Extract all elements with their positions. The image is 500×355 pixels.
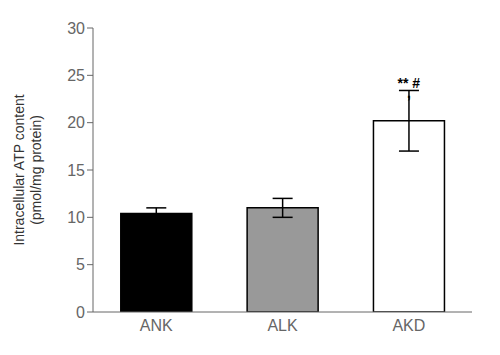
- svg-text:0: 0: [76, 304, 85, 321]
- svg-text:30: 30: [67, 20, 85, 37]
- svg-text:AKD: AKD: [392, 317, 425, 334]
- html-text:Intracellular ATP content: Intracellular ATP content: [11, 94, 27, 246]
- svg-text:ANK: ANK: [140, 317, 173, 334]
- svg-text:25: 25: [67, 67, 85, 84]
- svg-text:,: ,: [407, 85, 411, 101]
- svg-text:15: 15: [67, 162, 85, 179]
- svg-text:10: 10: [67, 209, 85, 226]
- svg-text:5: 5: [76, 256, 85, 273]
- svg-text:20: 20: [67, 114, 85, 131]
- svg-text:ALK: ALK: [267, 317, 298, 334]
- html-text:(pmol/mg protein): (pmol/mg protein): [28, 115, 44, 225]
